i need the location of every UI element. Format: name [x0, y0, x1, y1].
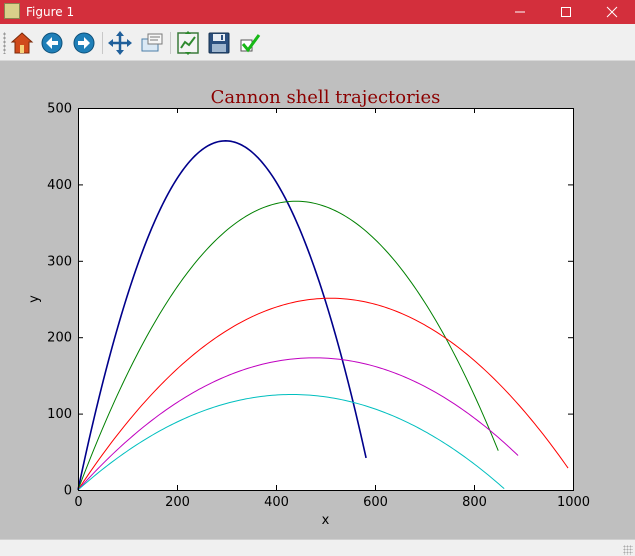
save-button[interactable] [206, 30, 232, 56]
forward-arrow-icon [73, 32, 95, 54]
toolbar-grip[interactable] [3, 32, 6, 54]
subplots-button[interactable] [175, 30, 201, 56]
trajectory-line-1 [77, 140, 367, 491]
close-icon [606, 6, 618, 18]
y-tick-label: 200 [47, 331, 72, 346]
x-tick-label: 400 [264, 495, 289, 510]
toolbar-separator [102, 32, 103, 54]
axes-frame [78, 108, 574, 491]
trajectory-line-3 [77, 297, 569, 491]
tick-layer: 0 200 400 600 800 1000 0 100 200 300 400 500 [47, 102, 590, 511]
trajectory-line-2 [77, 200, 499, 491]
maximize-button[interactable] [543, 0, 589, 24]
zoom-rectangle-icon [141, 33, 163, 52]
x-tick-label: 800 [462, 495, 487, 510]
x-axis-label: x [322, 513, 330, 528]
y-tick-label: 300 [47, 254, 72, 269]
minimize-icon [515, 11, 525, 13]
x-tick-label: 0 [74, 495, 82, 510]
subplots-icon [177, 31, 199, 55]
trajectory-line-4 [77, 357, 519, 491]
edit-parameters-button[interactable] [237, 30, 263, 56]
series-layer [77, 140, 569, 491]
x-tick-label: 1000 [557, 495, 590, 510]
navigation-toolbar [0, 24, 635, 61]
pan-arrows-icon [108, 31, 132, 55]
figure-canvas[interactable]: Cannon shell trajectories 0 200 400 600 800 1… [0, 61, 635, 539]
trajectory-line-5 [77, 393, 505, 491]
close-button[interactable] [589, 0, 635, 24]
maximize-icon [561, 7, 571, 17]
x-tick-label: 600 [363, 495, 388, 510]
y-tick-label: 500 [47, 102, 72, 117]
window-title: Figure 1 [26, 5, 75, 19]
back-arrow-icon [41, 32, 63, 54]
checkmark-icon [240, 34, 261, 53]
y-tick-label: 100 [47, 407, 72, 422]
toolbar-separator [170, 32, 171, 54]
status-bar [0, 539, 635, 556]
home-button[interactable] [9, 30, 35, 56]
zoom-button[interactable] [139, 30, 165, 56]
y-tick-label: 0 [64, 484, 72, 499]
y-axis-label: y [27, 295, 42, 303]
chart-title: Cannon shell trajectories [211, 87, 441, 108]
floppy-disk-icon [208, 32, 230, 54]
minimize-button[interactable] [497, 0, 543, 24]
title-bar: Figure 1 [0, 0, 635, 24]
trajectory-chart: Cannon shell trajectories 0 200 400 600 800 1… [27, 87, 590, 528]
resize-grip[interactable] [623, 545, 633, 555]
x-tick-label: 200 [165, 495, 190, 510]
y-tick-label: 400 [47, 178, 72, 193]
matplotlib-app-icon [4, 3, 20, 19]
back-button[interactable] [39, 30, 65, 56]
forward-button[interactable] [71, 30, 97, 56]
home-icon [10, 32, 34, 54]
pan-button[interactable] [107, 30, 133, 56]
